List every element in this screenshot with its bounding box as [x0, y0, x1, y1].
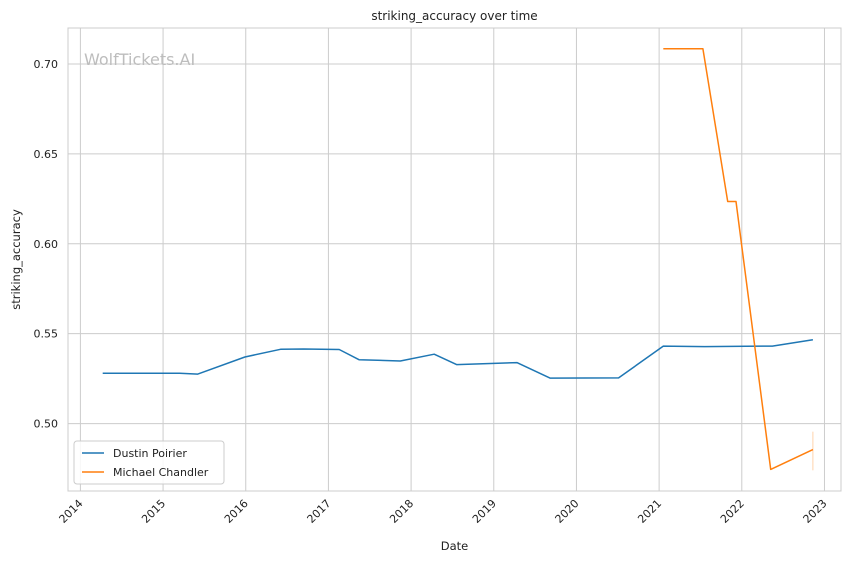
legend-box — [73, 440, 225, 485]
legend-label-dustin-poirier: Dustin Poirier — [113, 447, 187, 460]
y-tick-label: 0.50 — [34, 418, 59, 431]
plot-area — [68, 28, 841, 491]
legend-label-michael-chandler: Michael Chandler — [113, 466, 209, 479]
y-axis-label: striking_accuracy — [9, 209, 23, 310]
series-group — [102, 47, 814, 471]
y-tick-label: 0.55 — [34, 328, 59, 341]
chart-title: striking_accuracy over time — [371, 9, 537, 23]
y-tick-label: 0.65 — [34, 148, 59, 161]
y-tick-label: 0.60 — [34, 238, 59, 251]
grid-lines — [68, 28, 841, 491]
legend: Dustin Poirier Michael Chandler — [73, 440, 225, 485]
plot-frame — [67, 27, 842, 492]
x-axis-label: Date — [441, 539, 469, 553]
series-line-dustin-poirier — [102, 339, 814, 379]
series-line-michael-chandler — [663, 47, 814, 471]
watermark: WolfTickets.AI — [84, 50, 195, 69]
y-tick-label: 0.70 — [34, 58, 59, 71]
